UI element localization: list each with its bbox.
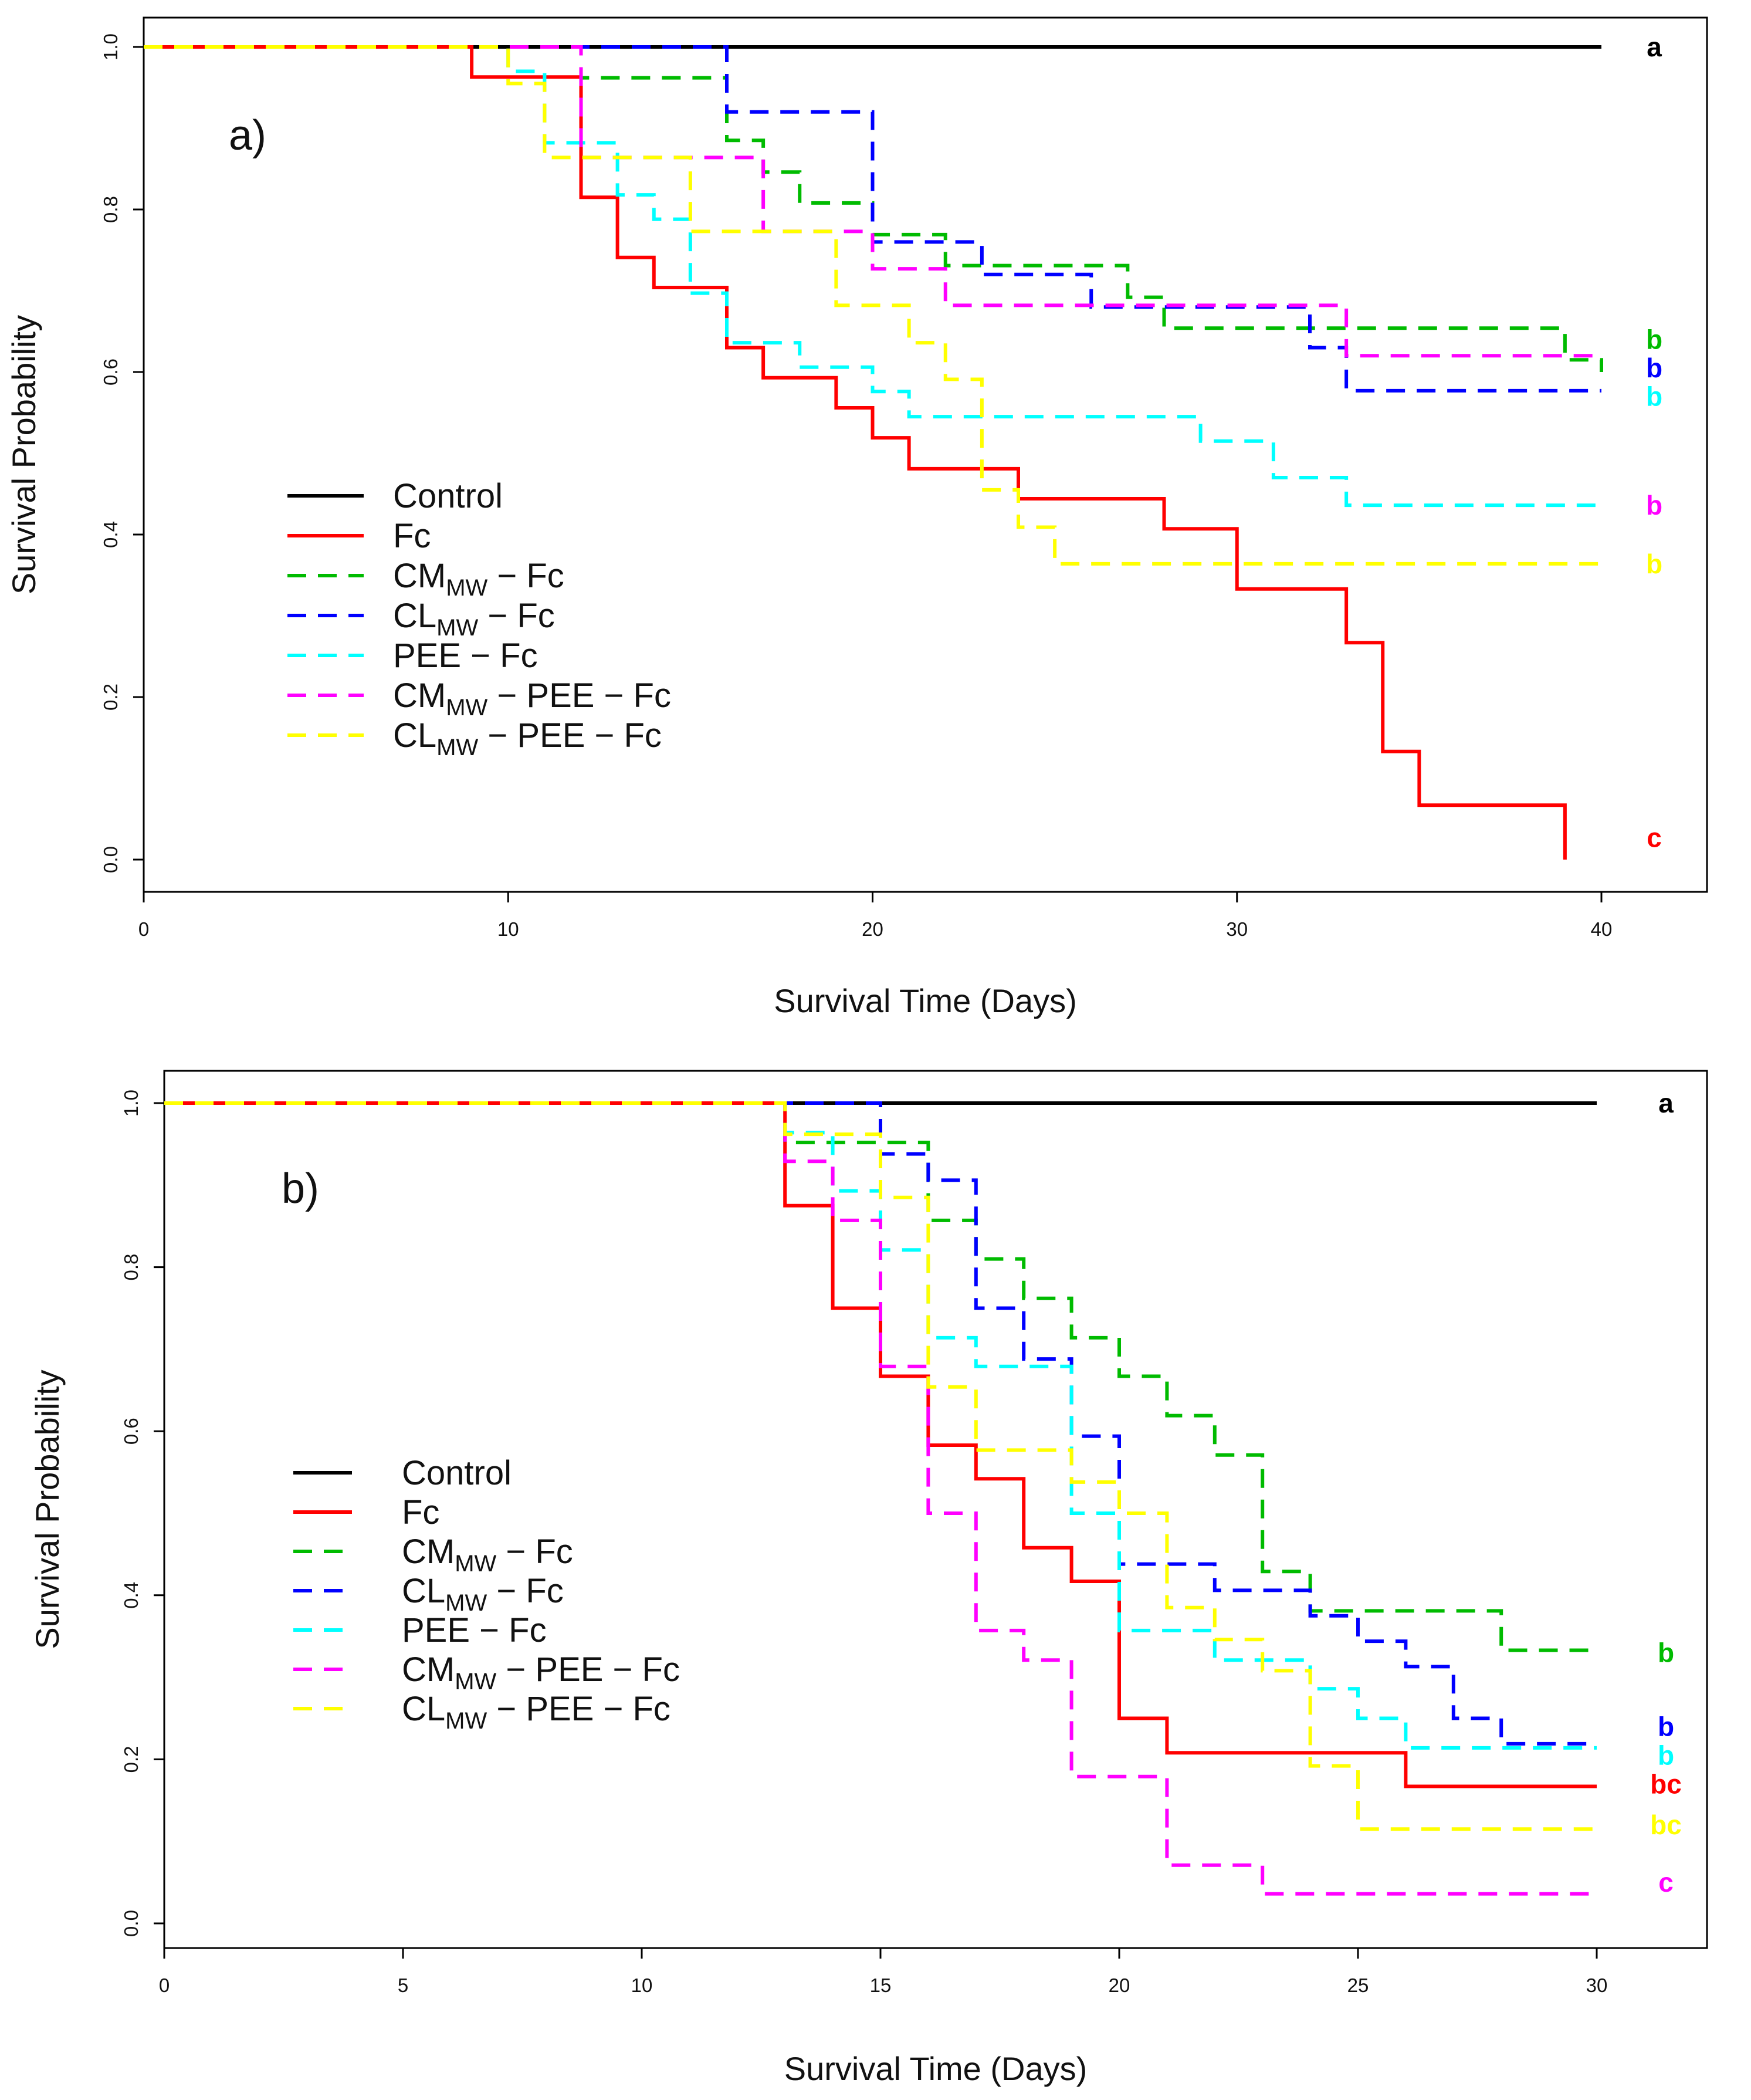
legend-entry: CMMW − PEE − Fc — [402, 1651, 680, 1695]
y-tick-label: 0.0 — [120, 1910, 142, 1937]
significance-label: bc — [1650, 1810, 1682, 1840]
plot-frame — [163, 1070, 1708, 1949]
legend-entry: PEE − Fc — [393, 637, 538, 675]
y-axis-title: Survival Probability — [29, 1369, 66, 1649]
y-tick-label: 0.6 — [120, 1418, 142, 1445]
significance-label: a — [1658, 1088, 1674, 1118]
x-tick-label: 30 — [1586, 1974, 1608, 1996]
x-tick-label: 10 — [631, 1974, 653, 1996]
significance-label: c — [1647, 823, 1662, 853]
y-tick-label: 1.0 — [120, 1090, 142, 1117]
legend-entry: CMMW − Fc — [402, 1533, 573, 1577]
legend-entry: CLMW − PEE − Fc — [393, 716, 662, 760]
significance-label: b — [1646, 549, 1662, 579]
panel-b: 0 5 10 15 20 25 30 0.0 0.2 0.4 0.6 0.8 1.0 Survival T… — [29, 1070, 1708, 2087]
series-line-clmw-pee-fc — [164, 1101, 1597, 1831]
y-tick-label: 1.0 — [100, 33, 121, 60]
legend-entry: CMMW − Fc — [393, 557, 564, 601]
x-tick-label: 10 — [497, 918, 519, 940]
significance-label: b — [1658, 1740, 1674, 1770]
y-tick-label: 0.2 — [100, 684, 121, 711]
y-tick-label: 0.6 — [100, 359, 121, 385]
panel-a: 0 10 20 30 40 0.0 0.2 0.4 0.6 0.8 1.0 Survival Time… — [5, 16, 1708, 1019]
y-tick-label: 0.8 — [120, 1254, 142, 1281]
legend-entry: CLMW − Fc — [393, 597, 555, 641]
legend-entry: CLMW − PEE − Fc — [402, 1690, 670, 1734]
legend-entry: Control — [402, 1454, 512, 1492]
x-tick-label: 5 — [398, 1974, 408, 1996]
legend-entry: Control — [393, 477, 503, 515]
significance-label: c — [1658, 1867, 1674, 1898]
significance-label: b — [1646, 381, 1662, 412]
x-tick-label: 30 — [1226, 918, 1248, 940]
series-line-clmw-pee-fc — [144, 45, 1601, 566]
y-tick-label: 0.4 — [120, 1582, 142, 1609]
panel-label: b) — [282, 1165, 319, 1212]
series-line-clmw-fc — [164, 1101, 1597, 1746]
legend-entry: Fc — [402, 1493, 439, 1531]
x-tick-label: 0 — [159, 1974, 170, 1996]
series-line-cmmw-pee-fc — [164, 1101, 1597, 1896]
panel-label: a) — [229, 112, 266, 159]
x-tick-label: 15 — [870, 1974, 892, 1996]
x-tick-label: 20 — [1109, 1974, 1130, 1996]
series-line-pee-fc — [144, 45, 1601, 508]
x-tick-label: 20 — [862, 918, 883, 940]
legend-entry: Fc — [393, 517, 431, 555]
series-line-pee-fc — [164, 1101, 1597, 1750]
significance-label: a — [1647, 32, 1662, 62]
y-tick-label: 0.8 — [100, 196, 121, 223]
significance-label: bc — [1650, 1768, 1682, 1799]
significance-label: b — [1646, 490, 1662, 520]
significance-label: b — [1658, 1638, 1674, 1668]
series-line-fc — [164, 1101, 1597, 1788]
x-axis-title: Survival Time (Days) — [784, 2050, 1088, 2087]
series-line-clmw-fc — [144, 45, 1601, 393]
significance-label: b — [1646, 353, 1662, 383]
x-tick-label: 25 — [1347, 1974, 1369, 1996]
legend-entry: CLMW − Fc — [402, 1572, 564, 1616]
x-tick-label: 0 — [138, 918, 149, 940]
x-tick-label: 40 — [1591, 918, 1613, 940]
y-tick-label: 0.4 — [100, 521, 121, 548]
significance-label: b — [1658, 1711, 1674, 1741]
x-axis-title: Survival Time (Days) — [774, 982, 1077, 1019]
legend-entry: CMMW − PEE − Fc — [393, 677, 671, 721]
y-tick-label: 0.0 — [100, 846, 121, 873]
legend-entry: PEE − Fc — [402, 1611, 547, 1649]
series-line-cmmw-pee-fc — [144, 45, 1601, 358]
series-line-fc — [144, 45, 1567, 860]
y-axis-title: Survival Probability — [5, 315, 42, 594]
y-tick-label: 0.2 — [120, 1746, 142, 1773]
significance-label: b — [1646, 324, 1662, 355]
plot-frame — [143, 16, 1708, 893]
